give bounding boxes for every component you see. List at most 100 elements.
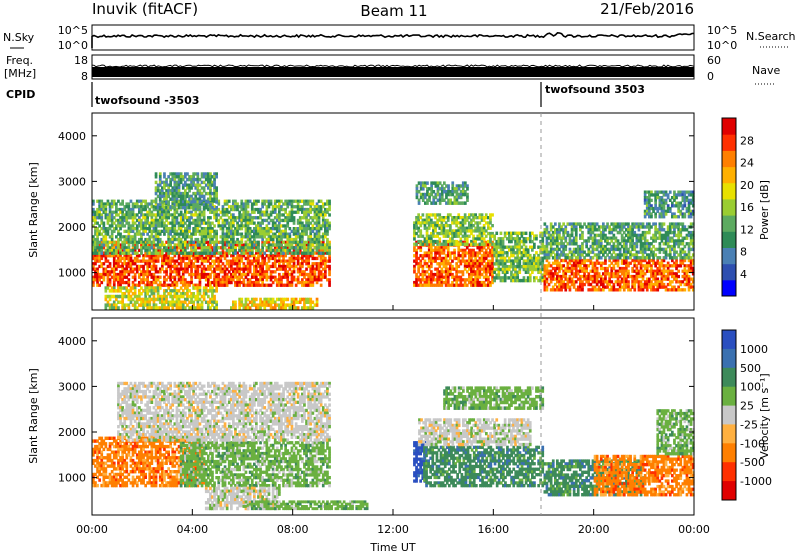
heatmap-cell-1 [202, 248, 206, 253]
heatmap-cell-5 [468, 251, 471, 255]
heatmap-cell-1 [288, 237, 292, 242]
heatmap-cell-1 [288, 218, 292, 223]
heatmap-cell-1 [219, 251, 223, 255]
heatmap-cell-0 [238, 256, 241, 261]
heatmap-cell-4 [238, 297, 241, 302]
heatmap-cell-0 [121, 278, 124, 282]
heatmap-cell-1 [317, 224, 321, 228]
heatmap-cell-1 [267, 213, 271, 217]
heatmap-cell-0 [188, 283, 191, 287]
heatmap-cell-0 [309, 254, 313, 258]
heatmap-cell-1 [146, 237, 149, 242]
heatmap-cell-0 [301, 256, 304, 261]
heatmap-cell-5 [480, 283, 484, 287]
heatmap-cell-5 [415, 259, 418, 263]
heatmap-cell-1 [230, 224, 233, 228]
heatmap-cell-0 [271, 270, 275, 274]
heatmap-cell-0 [232, 278, 235, 282]
heatmap-cell-0 [296, 262, 300, 266]
heatmap-cell-5 [436, 248, 439, 252]
heatmap-cell-1 [326, 202, 329, 206]
heatmap-cell-5 [440, 262, 444, 266]
heatmap-cell-1 [275, 237, 279, 242]
heatmap-cell-1 [167, 237, 170, 242]
heatmap-cell-2 [215, 186, 218, 190]
heatmap-cell-0 [286, 259, 290, 263]
heatmap-cell-1 [198, 221, 202, 225]
heatmap-cell-3 [148, 300, 152, 304]
heatmap-cell-0 [282, 254, 285, 258]
heatmap-cell-0 [303, 283, 306, 287]
heatmap-cell-3 [215, 306, 218, 310]
heatmap-cell-1 [98, 240, 101, 244]
heatmap-cell-5 [476, 270, 480, 274]
heatmap-cell-1 [152, 229, 156, 233]
heatmap-cell-1 [303, 243, 306, 247]
heatmap-cell-0 [184, 262, 187, 266]
heatmap-cell-1 [234, 227, 237, 231]
heatmap-cell-5 [476, 267, 480, 271]
heatmap-cell-3 [207, 289, 210, 293]
heatmap-cell-2 [186, 186, 189, 190]
heatmap-cell-1 [161, 221, 164, 225]
heatmap-cell-0 [200, 262, 204, 266]
heatmap-cell-1 [305, 232, 308, 236]
heatmap-cell-1 [244, 246, 248, 250]
heatmap-cell-1 [236, 224, 239, 228]
heatmap-cell-1 [123, 218, 127, 223]
heatmap-cell-0 [265, 272, 269, 277]
heatmap-cell-5 [427, 248, 431, 252]
heatmap-cell-0 [230, 267, 233, 271]
heatmap-cell-5 [484, 256, 488, 261]
heatmap-cell-1 [292, 237, 296, 242]
heatmap-cell-1 [198, 240, 202, 244]
heatmap-cell-1 [167, 210, 170, 214]
heatmap-cell-3 [158, 294, 162, 299]
heatmap-cell-0 [271, 275, 275, 279]
heatmap-cell-0 [257, 264, 260, 269]
heatmap-cell-1 [123, 224, 127, 228]
heatmap-cell-0 [177, 262, 181, 266]
heatmap-cell-2 [184, 180, 187, 185]
heatmap-cell-5 [463, 262, 467, 266]
heatmap-cell-0 [301, 272, 304, 277]
heatmap-cell-5 [476, 259, 480, 263]
heatmap-cell-2 [184, 203, 187, 207]
heatmap-cell-1 [280, 229, 283, 233]
heatmap-cell-5 [491, 240, 494, 244]
heatmap-cell-1 [280, 218, 283, 223]
heatmap-cell-1 [221, 232, 225, 236]
heatmap-cell-1 [227, 210, 231, 214]
heatmap-cell-5 [446, 251, 450, 255]
heatmap-cell-5 [444, 259, 448, 263]
heatmap-cell-2 [158, 194, 162, 199]
heatmap-cell-2 [173, 186, 177, 190]
heatmap-cell-1 [196, 224, 200, 228]
heatmap-cell-6 [415, 216, 418, 220]
heatmap-cell-1 [140, 248, 143, 253]
heatmap-cell-1 [292, 216, 296, 220]
heatmap-cell-0 [269, 278, 273, 282]
heatmap-cell-0 [215, 256, 218, 261]
heatmap-cell-1 [288, 232, 292, 236]
heatmap-cell-0 [328, 270, 331, 274]
heatmap-cell-1 [236, 205, 239, 209]
heatmap-cell-0 [273, 275, 277, 279]
heatmap-cell-2 [192, 191, 195, 196]
heatmap-cell-2 [196, 203, 200, 207]
heatmap-cell-0 [288, 259, 292, 263]
heatmap-cell-2 [194, 186, 198, 190]
heatmap-cell-1 [319, 224, 323, 228]
heatmap-cell-0 [236, 251, 239, 255]
heatmap-cell-1 [92, 235, 95, 239]
heatmap-cell-2 [163, 206, 166, 210]
heatmap-cell-0 [236, 264, 239, 269]
heatmap-cell-1 [257, 229, 260, 233]
heatmap-cell-1 [215, 243, 218, 247]
heatmap-cell-5 [440, 280, 444, 285]
heatmap-cell-0 [307, 264, 310, 269]
heatmap-cell-0 [127, 278, 131, 282]
heatmap-cell-1 [115, 235, 118, 239]
heatmap-cell-2 [163, 186, 166, 190]
heatmap-cell-3 [204, 286, 208, 290]
